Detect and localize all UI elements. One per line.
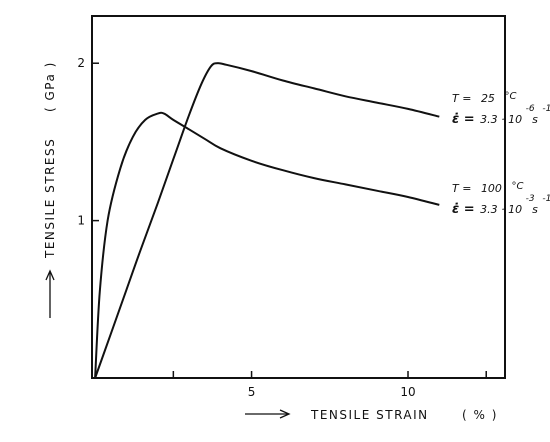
svg-text:T = 25 °C: T = 25 °C <box>452 91 516 105</box>
series-2-rate-unit: s <box>532 203 538 216</box>
y-axis-arrow <box>45 269 55 318</box>
x-axis-arrow <box>245 409 291 419</box>
x-tick-label-2: 10 <box>400 385 415 399</box>
series-2-rate-exp: -3 <box>526 194 535 204</box>
series-line-2 <box>94 111 440 379</box>
y-axis-unit: ( GPa ) <box>43 61 57 112</box>
svg-text:ε̇ = 3.3 · 10 -6: ε̇ = 3.3 · 10 -6 s -1 <box>452 101 550 127</box>
series-2-temp-value: 100 <box>481 182 502 195</box>
series-2-rate-unit-exp: -1 <box>542 194 550 204</box>
plot-frame <box>91 15 506 379</box>
series-2-rate-value: 3.3 · 10 <box>480 203 522 216</box>
series-1-rate-prefix: ε̇ = <box>452 112 475 127</box>
annotation-100c: T = 100 °C ε̇ = 3.3 · 10 -3 s -1 <box>452 181 550 217</box>
svg-text:T = 100 °C: T = 100 °C <box>452 181 523 195</box>
svg-text:ε̇ = 3.3 · 10 -3: ε̇ = 3.3 · 10 -3 s -1 <box>452 191 550 217</box>
series-1-temp-value: 25 <box>481 92 495 105</box>
series-1-rate-value: 3.3 · 10 <box>480 113 522 126</box>
series-2-temp-unit: °C <box>511 181 523 192</box>
series-1-temp-prefix: T = <box>452 92 471 105</box>
curves <box>94 62 440 379</box>
series-1-rate-unit: s <box>532 113 538 126</box>
y-axis-label: TENSILE STRESS <box>43 138 57 259</box>
x-axis-label: TENSILE STRAIN <box>310 408 429 422</box>
annotation-25c: T = 25 °C ε̇ = 3.3 · 10 -6 s -1 <box>452 91 550 127</box>
series-2-rate-prefix: ε̇ = <box>452 202 475 217</box>
series-1-rate-exp: -6 <box>526 104 535 114</box>
series-2-temp-prefix: T = <box>452 182 471 195</box>
series-1-rate-unit-exp: -1 <box>542 104 550 114</box>
y-tick-label-1: 2 <box>77 56 85 70</box>
x-axis-unit: ( % ) <box>462 408 498 422</box>
tick-labels: 5 10 1 2 <box>77 56 415 399</box>
series-1-temp-unit: °C <box>504 91 516 102</box>
x-tick-label-1: 5 <box>248 385 256 399</box>
y-tick-label-0: 1 <box>77 214 85 228</box>
tick-marks <box>92 62 487 378</box>
series-line-1 <box>94 62 440 379</box>
